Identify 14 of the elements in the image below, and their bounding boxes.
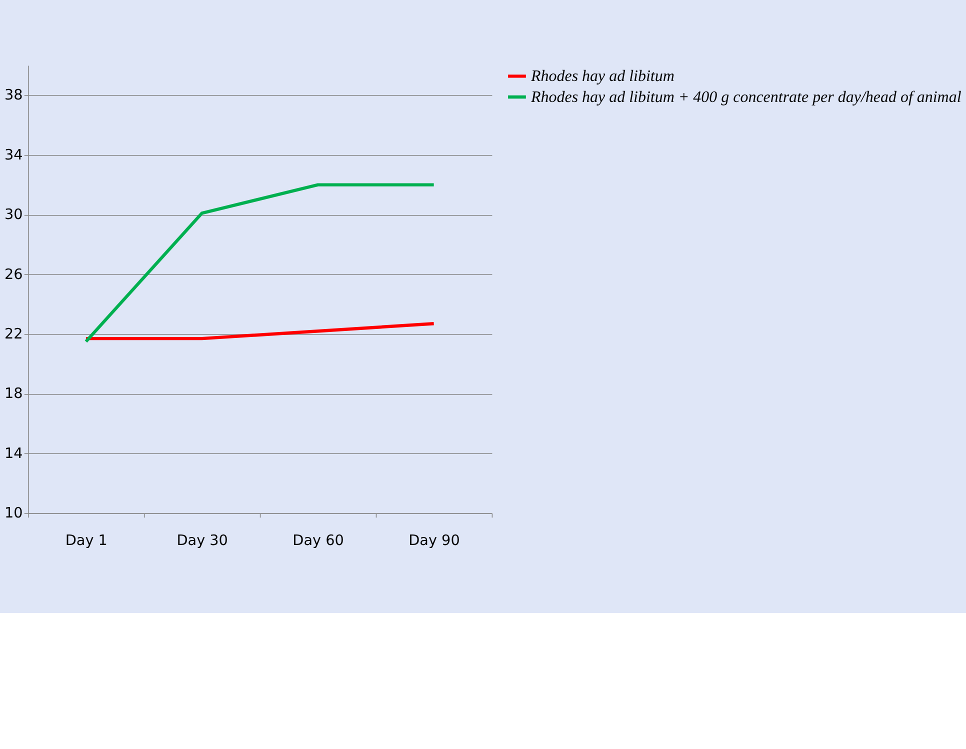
x-tick-label: Day 90 bbox=[408, 532, 460, 549]
y-tick-label: 26 bbox=[4, 266, 23, 283]
y-tick-label: 38 bbox=[4, 88, 23, 104]
y-tick-label: 34 bbox=[4, 147, 23, 164]
legend-label: Rhodes hay ad libitum bbox=[530, 68, 674, 85]
y-tick-label: 10 bbox=[4, 506, 23, 522]
x-tick-label: Day 60 bbox=[292, 532, 344, 549]
y-tick-label: 30 bbox=[4, 207, 23, 224]
y-tick-label: 22 bbox=[4, 326, 23, 342]
legend-label: Rhodes hay ad libitum + 400 g concentrate per day/head of animal bbox=[530, 88, 962, 106]
x-tick-label: Day 1 bbox=[65, 532, 108, 549]
y-tick-label: 18 bbox=[4, 386, 23, 402]
x-tick-label: Day 30 bbox=[176, 532, 228, 549]
y-tick-label: 14 bbox=[4, 446, 23, 462]
